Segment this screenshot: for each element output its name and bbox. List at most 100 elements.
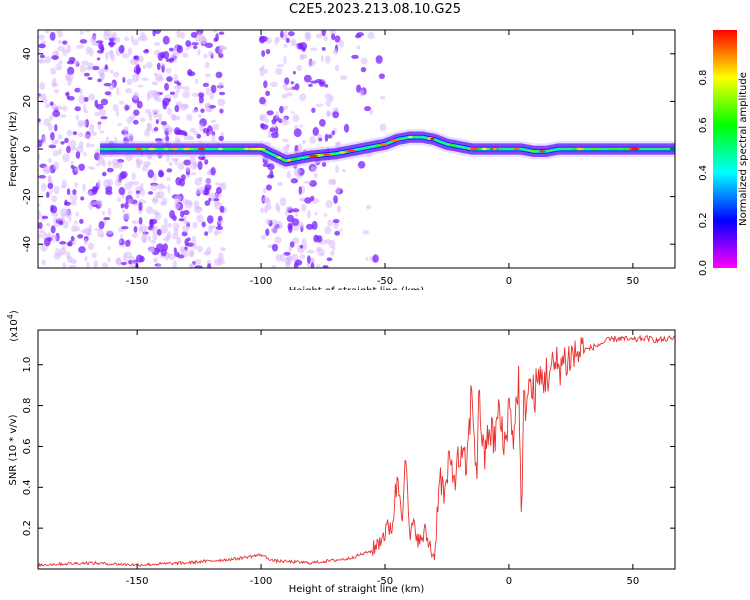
- noise-speckle: [176, 236, 182, 245]
- noise-speckle: [305, 223, 314, 230]
- noise-speckle: [127, 190, 133, 195]
- noise-speckle: [109, 49, 114, 58]
- colorbar: [713, 30, 737, 268]
- noise-speckle: [97, 230, 105, 238]
- noise-speckle: [101, 171, 107, 177]
- noise-speckle: [176, 85, 185, 89]
- noise-speckle: [219, 108, 224, 114]
- noise-speckle: [313, 234, 319, 243]
- noise-speckle: [339, 228, 343, 232]
- noise-speckle: [301, 185, 306, 195]
- noise-speckle: [333, 48, 338, 55]
- noise-speckle: [310, 262, 315, 268]
- noise-speckle: [291, 111, 295, 115]
- noise-speckle: [42, 165, 51, 175]
- noise-speckle: [181, 231, 188, 237]
- hot-spot: [539, 150, 546, 153]
- noise-speckle: [287, 31, 295, 37]
- noise-speckle: [280, 30, 284, 38]
- noise-speckle: [275, 202, 280, 211]
- noise-speckle: [156, 62, 161, 71]
- noise-speckle: [204, 187, 210, 196]
- noise-speckle: [79, 39, 88, 44]
- noise-speckle: [99, 71, 105, 79]
- noise-speckle: [316, 33, 323, 39]
- noise-speckle: [89, 48, 94, 57]
- noise-speckle: [87, 76, 93, 81]
- noise-speckle: [187, 237, 191, 242]
- colorbar-tick-label: 0.6: [698, 117, 709, 133]
- noise-speckle: [47, 182, 54, 190]
- noise-speckle: [51, 234, 58, 242]
- noise-speckle: [303, 243, 308, 251]
- noise-speckle: [279, 197, 287, 207]
- noise-speckle: [150, 184, 158, 191]
- noise-speckle: [67, 95, 75, 101]
- noise-speckle: [271, 264, 277, 268]
- noise-speckle: [66, 145, 71, 154]
- noise-speckle: [88, 123, 95, 133]
- noise-speckle: [135, 254, 143, 263]
- noise-speckle: [48, 175, 52, 184]
- noise-speckle: [198, 34, 206, 44]
- noise-speckle: [104, 91, 111, 96]
- noise-speckle: [38, 174, 46, 179]
- noise-speckle: [49, 114, 54, 121]
- noise-speckle: [174, 104, 180, 113]
- noise-speckle: [118, 44, 125, 54]
- noise-speckle: [73, 59, 80, 66]
- noise-speckle: [194, 259, 202, 265]
- noise-speckle: [73, 220, 78, 226]
- noise-speckle: [116, 110, 120, 118]
- noise-speckle: [295, 213, 299, 217]
- noise-speckle: [203, 53, 208, 59]
- noise-speckle: [93, 34, 97, 43]
- noise-speckle: [308, 59, 313, 68]
- noise-speckle: [204, 61, 210, 69]
- y-tick-label: 0.4: [22, 479, 33, 495]
- noise-speckle: [168, 126, 173, 130]
- noise-speckle: [334, 230, 341, 236]
- noise-speckle: [187, 71, 196, 77]
- noise-speckle: [118, 187, 126, 196]
- noise-speckle: [197, 160, 203, 170]
- noise-speckle: [63, 201, 71, 206]
- noise-speckle: [309, 135, 317, 144]
- noise-speckle: [141, 164, 148, 172]
- noise-speckle: [199, 123, 204, 132]
- noise-speckle: [196, 214, 204, 223]
- noise-speckle: [67, 66, 75, 76]
- noise-speckle: [324, 84, 329, 88]
- noise-speckle: [207, 263, 212, 268]
- noise-speckle: [88, 165, 92, 169]
- noise-speckle: [286, 170, 291, 179]
- noise-speckle: [213, 258, 222, 266]
- noise-speckle: [96, 57, 101, 61]
- noise-speckle: [288, 246, 293, 253]
- noise-speckle: [173, 127, 181, 136]
- noise-speckle: [168, 161, 173, 167]
- noise-speckle: [205, 87, 211, 96]
- noise-speckle: [74, 87, 81, 93]
- noise-speckle: [310, 80, 318, 84]
- noise-speckle: [131, 73, 138, 83]
- noise-speckle: [88, 65, 93, 71]
- noise-speckle: [184, 200, 193, 209]
- noise-speckle: [47, 237, 53, 242]
- noise-speckle: [285, 37, 290, 43]
- noise-speckle: [340, 75, 348, 81]
- noise-speckle: [133, 55, 138, 60]
- noise-speckle: [195, 187, 202, 195]
- noise-speckle: [99, 130, 105, 134]
- hot-spot: [223, 147, 231, 151]
- noise-speckle: [165, 67, 172, 74]
- noise-speckle: [292, 225, 300, 232]
- hot-spot: [408, 135, 413, 139]
- noise-speckle: [298, 185, 303, 195]
- noise-speckle: [331, 33, 336, 41]
- colorbar-tick-label: 0.0: [698, 260, 709, 276]
- noise-speckle: [104, 51, 109, 60]
- noise-speckle: [107, 41, 116, 46]
- noise-speckle: [38, 49, 42, 53]
- noise-speckle: [324, 55, 331, 64]
